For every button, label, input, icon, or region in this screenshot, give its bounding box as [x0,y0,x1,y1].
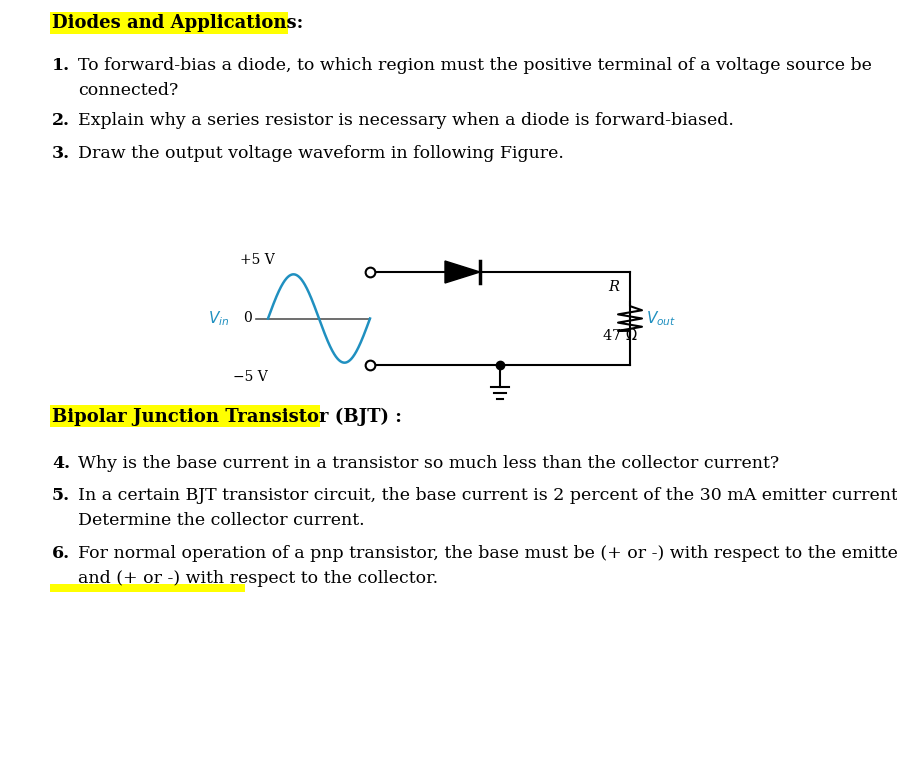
Text: 6.: 6. [52,545,70,562]
Text: 1.: 1. [52,57,70,74]
Text: Draw the output voltage waveform in following Figure.: Draw the output voltage waveform in foll… [78,145,564,162]
Bar [50,12,288,34]
Text: $V_{in}$: $V_{in}$ [208,309,230,328]
Text: Bipolar Junction Transistor (BJT) :: Bipolar Junction Transistor (BJT) : [52,408,402,426]
Bar [50,584,245,592]
Text: +5 V: +5 V [240,253,274,267]
Text: R: R [608,280,619,294]
Text: 5.: 5. [52,487,70,504]
Text: Explain why a series resistor is necessary when a diode is forward-biased.: Explain why a series resistor is necessa… [78,112,734,129]
Text: $V_{out}$: $V_{out}$ [646,309,676,328]
Text: In a certain BJT transistor circuit, the base current is 2 percent of the 30 mA : In a certain BJT transistor circuit, the… [78,487,897,504]
Text: 3.: 3. [52,145,70,162]
Text: For normal operation of a pnp transistor, the base must be (+ or -) with respect: For normal operation of a pnp transistor… [78,545,897,562]
Text: 4.: 4. [52,455,70,472]
Text: 2.: 2. [52,112,70,129]
Text: connected?: connected? [78,82,179,99]
Text: Determine the collector current.: Determine the collector current. [78,512,364,529]
Text: and (+ or -) with respect to the collector.: and (+ or -) with respect to the collect… [78,570,438,587]
Text: To forward-bias a diode, to which region must the positive terminal of a voltage: To forward-bias a diode, to which region… [78,57,872,74]
Text: 47 $\Omega$: 47 $\Omega$ [602,327,638,343]
Text: Diodes and Applications:: Diodes and Applications: [52,14,303,32]
Text: 0: 0 [243,312,252,325]
Text: Why is the base current in a transistor so much less than the collector current?: Why is the base current in a transistor … [78,455,779,472]
Text: −5 V: −5 V [233,370,267,384]
Polygon shape [445,261,480,283]
Bar [50,405,320,427]
